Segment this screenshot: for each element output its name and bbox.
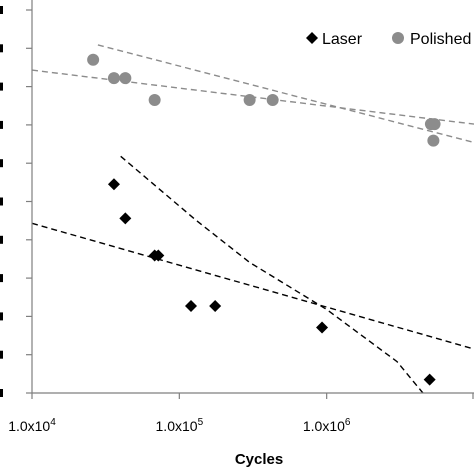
y-tick-label-fragment: [0, 197, 3, 206]
data-point-polished: [428, 118, 441, 131]
x-tick-label: 1.0x106: [303, 417, 351, 434]
legend-item-laser: Laser: [306, 31, 363, 48]
y-tick-label-fragment: [0, 159, 3, 168]
data-points: [87, 53, 441, 386]
x-tick-label: 1.0x105: [156, 417, 204, 434]
trend-line-laser: [120, 155, 424, 394]
trend-line-polished: [97, 44, 474, 144]
y-tick-label-fragment: [0, 389, 3, 397]
data-point-laser: [423, 373, 436, 386]
y-tick-label-fragment: [0, 274, 3, 283]
data-point-laser: [152, 249, 165, 262]
legend-item-polished: Polished: [392, 31, 471, 48]
data-point-polished: [87, 53, 100, 66]
x-tick-label: 1.0x104: [8, 417, 56, 434]
axes: 1.0x104 1.0x105 1.0x106: [0, 0, 474, 434]
data-point-polished: [148, 94, 161, 107]
data-point-polished: [119, 72, 132, 85]
y-tick-label-fragment: [0, 235, 3, 244]
y-tick-label-fragment: [0, 350, 3, 359]
data-point-laser: [184, 300, 197, 313]
y-tick-label-fragment: [0, 6, 3, 14]
y-tick-label-fragment: [0, 44, 3, 53]
legend-label-laser: Laser: [322, 31, 363, 48]
data-point-laser: [209, 300, 222, 313]
data-point-polished: [243, 94, 256, 107]
data-point-laser: [316, 321, 329, 334]
legend-marker-polished: [392, 32, 404, 44]
legend-marker-laser: [306, 32, 318, 44]
data-point-laser: [119, 212, 132, 225]
x-axis-title: Cycles: [235, 451, 283, 468]
data-point-polished: [266, 94, 279, 107]
y-tick-label-fragment: [0, 312, 3, 321]
data-point-polished: [107, 72, 120, 85]
legend-label-polished: Polished: [410, 31, 471, 48]
data-point-laser: [107, 178, 120, 191]
y-tick-label-fragment: [0, 82, 3, 91]
legend: Laser Polished: [306, 31, 471, 48]
data-point-polished: [427, 134, 440, 147]
y-tick-label-fragment: [0, 120, 3, 129]
trend-line-laser: [31, 222, 474, 350]
